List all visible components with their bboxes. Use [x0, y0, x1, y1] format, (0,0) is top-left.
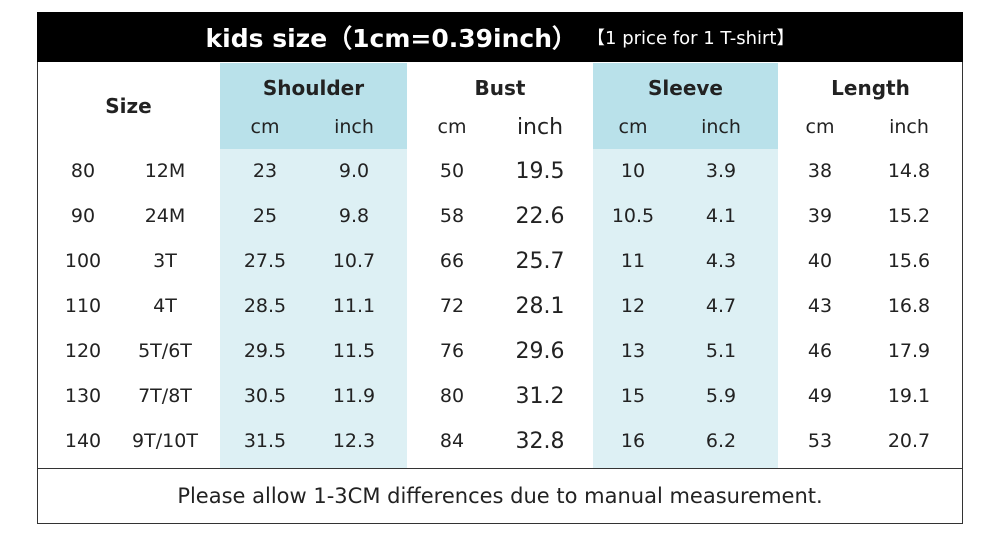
table-cell: 40 [807, 250, 833, 272]
table-cell: 20.7 [887, 430, 931, 452]
sub-header: inch [516, 114, 564, 140]
table-cell: 49 [807, 385, 833, 407]
table-cell: 9.8 [338, 205, 370, 227]
table-cell: 28.1 [515, 293, 565, 319]
sub-header: cm [805, 116, 835, 138]
table-cell: 46 [807, 340, 833, 362]
table-cell: 80 [439, 385, 465, 407]
table-cell: 19.1 [887, 385, 931, 407]
sub-header: cm [250, 116, 280, 138]
table-cell: 4.3 [705, 250, 737, 272]
note: 【1 price for 1 T-shirt】 [587, 28, 795, 49]
table-cell: 140 [64, 430, 102, 452]
table-cell: 30.5 [243, 385, 287, 407]
table-cell: 66 [439, 250, 465, 272]
table-cell: 72 [439, 295, 465, 317]
table-cell: 100 [64, 250, 102, 272]
table-cell: 6.2 [705, 430, 737, 452]
table-cell: 5.1 [705, 340, 737, 362]
table-cell: 4T [153, 295, 177, 317]
table-cell: 58 [439, 205, 465, 227]
group-header: Sleeve [648, 76, 723, 100]
table-cell: 25.7 [515, 248, 565, 274]
table-cell: 10 [620, 160, 646, 182]
table-cell: 23 [252, 160, 278, 182]
table-cell: 38 [807, 160, 833, 182]
group-header: Length [831, 76, 910, 100]
table-cell: 29.6 [515, 338, 565, 364]
group-header: Shoulder [262, 76, 365, 100]
table-cell: 15.2 [887, 205, 931, 227]
table-cell: 14.8 [887, 160, 931, 182]
table-cell: 3.9 [705, 160, 737, 182]
table-cell: 5T/6T [138, 340, 192, 362]
table-cell: 3T [153, 250, 177, 272]
table-cell: 50 [439, 160, 465, 182]
table-cell: 11 [620, 250, 646, 272]
footer: Please allow 1-3CM differences due to ma… [177, 484, 823, 508]
table-cell: 31.2 [515, 383, 565, 409]
sub-header: cm [437, 116, 467, 138]
table-cell: 9.0 [338, 160, 370, 182]
table-cell: 90 [70, 205, 96, 227]
table-cell: 22.6 [515, 203, 565, 229]
table-cell: 76 [439, 340, 465, 362]
table-cell: 15 [620, 385, 646, 407]
table-cell: 10.7 [332, 250, 376, 272]
table-cell: 84 [439, 430, 465, 452]
header-highlight [593, 63, 778, 149]
table-cell: 9T/10T [132, 430, 198, 452]
table-cell: 130 [64, 385, 102, 407]
table-cell: 11.1 [332, 295, 376, 317]
table-cell: 120 [64, 340, 102, 362]
table-cell: 43 [807, 295, 833, 317]
table-cell: 16.8 [887, 295, 931, 317]
header-bar: kids size（1cm=0.39inch） 【1 price for 1 T… [37, 12, 963, 62]
sub-header: inch [334, 116, 374, 138]
sub-header: inch [889, 116, 929, 138]
column-highlight [220, 149, 407, 468]
sub-header: inch [701, 116, 741, 138]
table-cell: 17.9 [887, 340, 931, 362]
table-cell: 4.7 [705, 295, 737, 317]
header-highlight [220, 63, 407, 149]
table-cell: 10.5 [611, 205, 655, 227]
table-cell: 15.6 [887, 250, 931, 272]
table-cell: 27.5 [243, 250, 287, 272]
table-cell: 11.9 [332, 385, 376, 407]
table-cell: 7T/8T [138, 385, 192, 407]
table-border [37, 62, 963, 524]
group-header: Bust [474, 76, 526, 100]
column-highlight [593, 149, 778, 468]
table-cell: 24M [144, 205, 186, 227]
table-cell: 12 [620, 295, 646, 317]
title: kids size（1cm=0.39inch） [205, 24, 578, 53]
sub-header: cm [618, 116, 648, 138]
table-cell: 110 [64, 295, 102, 317]
table-cell: 28.5 [243, 295, 287, 317]
table-cell: 39 [807, 205, 833, 227]
table-cell: 80 [70, 160, 96, 182]
table-cell: 25 [252, 205, 278, 227]
table-cell: 4.1 [705, 205, 737, 227]
table-cell: 11.5 [332, 340, 376, 362]
table-cell: 32.8 [515, 428, 565, 454]
group-header: Size [105, 94, 152, 118]
table-cell: 31.5 [243, 430, 287, 452]
table-cell: 29.5 [243, 340, 287, 362]
table-cell: 5.9 [705, 385, 737, 407]
table-cell: 13 [620, 340, 646, 362]
table-cell: 16 [620, 430, 646, 452]
table-cell: 53 [807, 430, 833, 452]
table-cell: 19.5 [515, 158, 565, 184]
table-cell: 12.3 [332, 430, 376, 452]
divider [37, 468, 963, 469]
table-cell: 12M [144, 160, 186, 182]
